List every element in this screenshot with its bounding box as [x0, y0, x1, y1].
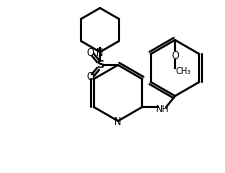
Text: O: O	[86, 48, 94, 58]
Text: CH₃: CH₃	[175, 67, 191, 76]
Text: O: O	[86, 72, 94, 82]
Text: N: N	[96, 48, 104, 58]
Text: NH: NH	[155, 104, 169, 113]
Text: S: S	[96, 60, 104, 70]
Text: N: N	[114, 117, 122, 127]
Text: O: O	[171, 51, 179, 61]
